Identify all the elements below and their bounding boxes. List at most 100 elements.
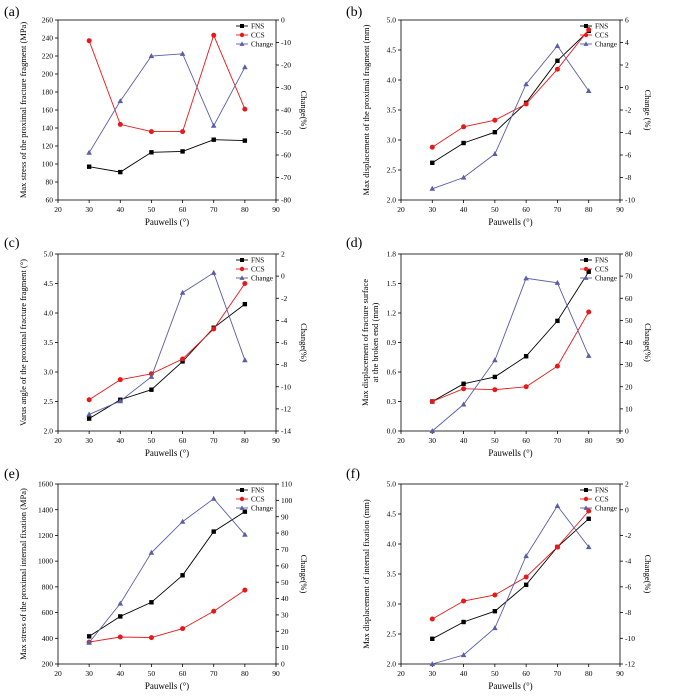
y-tick-label: 3.5 bbox=[44, 338, 54, 347]
y-right-tick-label: 30 bbox=[625, 360, 633, 369]
y-tick-label: 1400 bbox=[38, 505, 53, 514]
legend-label: Change bbox=[251, 41, 273, 49]
x-tick-label: 80 bbox=[585, 436, 593, 445]
y-right-tick-label: -10 bbox=[281, 38, 291, 47]
y-right-tick-label: -10 bbox=[625, 634, 635, 643]
y-tick-label: 200 bbox=[42, 70, 54, 79]
x-tick-label: 70 bbox=[210, 205, 218, 214]
plot-frame bbox=[57, 483, 277, 665]
y-right-tick-label: 20 bbox=[625, 382, 633, 391]
point-ccs bbox=[554, 363, 560, 369]
y-right-tick-label: -4 bbox=[625, 128, 631, 137]
y-tick-label: 3.0 bbox=[44, 368, 54, 377]
y-right-tick-label: 0 bbox=[281, 660, 285, 669]
point-fns bbox=[586, 516, 591, 521]
y-tick-label: 140 bbox=[42, 124, 54, 133]
y-tick-label: 240 bbox=[42, 34, 54, 43]
point-change bbox=[242, 357, 248, 363]
series-line-fns bbox=[89, 139, 245, 173]
x-tick-label: 60 bbox=[522, 205, 530, 214]
x-tick-label: 80 bbox=[241, 205, 249, 214]
x-tick-label: 60 bbox=[179, 205, 187, 214]
y-tick-label: 1600 bbox=[38, 480, 53, 489]
point-fns bbox=[149, 150, 154, 155]
y-axis-label: Max displacement of the proximal fragmen… bbox=[361, 24, 371, 195]
y-tick-label: 1.5 bbox=[387, 279, 397, 288]
y-right-tick-label: 2 bbox=[625, 480, 629, 489]
legend-label: CCS bbox=[251, 496, 265, 504]
y-tick-label: 100 bbox=[42, 160, 54, 169]
series-line-ccs bbox=[89, 589, 246, 643]
y-right-tick-label: 80 bbox=[281, 529, 289, 538]
y-right-tick-label: -70 bbox=[281, 173, 291, 182]
y-axis-label-line2: at the broken end (mm) bbox=[370, 302, 380, 382]
point-fns bbox=[180, 573, 185, 578]
x-tick-label: 40 bbox=[117, 205, 125, 214]
legend-label: FNS bbox=[251, 487, 264, 495]
y-tick-label: 220 bbox=[42, 52, 54, 61]
point-change bbox=[148, 53, 155, 59]
y-right-tick-label: 10 bbox=[625, 404, 633, 413]
y-right-tick-label: 0 bbox=[625, 505, 629, 514]
point-ccs bbox=[429, 616, 435, 622]
chart-svg: 20 30 40 50 60 70 80 90 0.0 0.3 0.6 0.9 1.2 1.5 1.8 0 10… bbox=[346, 236, 653, 458]
y-tick-label: 3.0 bbox=[387, 600, 397, 609]
y-right-tick-label: 2 bbox=[625, 61, 629, 70]
series-line-change bbox=[432, 45, 590, 190]
y-right-tick-label: -60 bbox=[281, 151, 291, 160]
point-fns bbox=[555, 58, 560, 63]
y-axis-label: Varus angle of the proximal fracture fra… bbox=[18, 259, 28, 426]
point-fns bbox=[149, 600, 154, 605]
x-tick-label: 50 bbox=[491, 669, 499, 678]
y-right-tick-label: -4 bbox=[281, 316, 287, 325]
point-fns bbox=[86, 416, 92, 421]
x-tick-label: 70 bbox=[554, 205, 562, 214]
plot-frame bbox=[400, 253, 621, 432]
point-change bbox=[585, 88, 592, 93]
legend-marker-fns bbox=[240, 24, 244, 28]
x-tick-label: 80 bbox=[241, 669, 249, 678]
point-fns bbox=[430, 636, 435, 641]
y-right-tick-label: -30 bbox=[281, 83, 291, 92]
x-tick-label: 70 bbox=[210, 436, 218, 445]
series-line-ccs bbox=[432, 510, 590, 620]
point-change bbox=[86, 411, 92, 417]
y-right-tick-label: 20 bbox=[281, 627, 289, 636]
point-fns bbox=[86, 634, 92, 639]
legend-marker-ccs bbox=[583, 496, 589, 502]
y-tick-label: 2.0 bbox=[44, 427, 54, 436]
point-ccs bbox=[211, 32, 217, 38]
x-tick-label: 90 bbox=[272, 669, 280, 678]
y-tick-label: 4.5 bbox=[44, 279, 54, 288]
point-fns bbox=[242, 301, 248, 307]
point-fns bbox=[461, 619, 466, 625]
x-tick-label: 30 bbox=[429, 205, 437, 214]
y-right-tick-label: 50 bbox=[625, 316, 633, 325]
y-right-tick-label: 100 bbox=[281, 496, 293, 505]
y-tick-label: 2.5 bbox=[387, 630, 397, 639]
x-tick-label: 50 bbox=[491, 436, 499, 445]
chart-svg: 20 30 40 50 60 70 80 902.02.53.03.54.04.55.0-12… bbox=[346, 467, 653, 691]
point-fns bbox=[86, 164, 92, 169]
point-fns bbox=[118, 614, 123, 619]
point-fns bbox=[461, 381, 466, 386]
point-change bbox=[148, 549, 155, 555]
plot-frame bbox=[57, 253, 277, 432]
point-ccs bbox=[117, 377, 123, 383]
point-change bbox=[117, 398, 124, 404]
x-tick-label: 70 bbox=[554, 436, 562, 445]
y-tick-label: 80 bbox=[46, 178, 54, 187]
x-tick-label: 20 bbox=[54, 436, 62, 445]
x-tick-label: 40 bbox=[460, 205, 468, 214]
y-tick-label: 1200 bbox=[38, 531, 53, 540]
point-change bbox=[148, 373, 155, 379]
y-right-tick-label: 0 bbox=[625, 83, 629, 92]
point-change bbox=[242, 64, 248, 70]
y-right-tick-label: 0 bbox=[281, 16, 285, 25]
point-change bbox=[242, 531, 248, 537]
y-tick-label: 5.0 bbox=[387, 16, 397, 25]
x-tick-label: 90 bbox=[272, 205, 280, 214]
legend-label: CCS bbox=[251, 32, 265, 40]
x-tick-label: 30 bbox=[429, 669, 437, 678]
legend-label: CCS bbox=[595, 496, 609, 504]
